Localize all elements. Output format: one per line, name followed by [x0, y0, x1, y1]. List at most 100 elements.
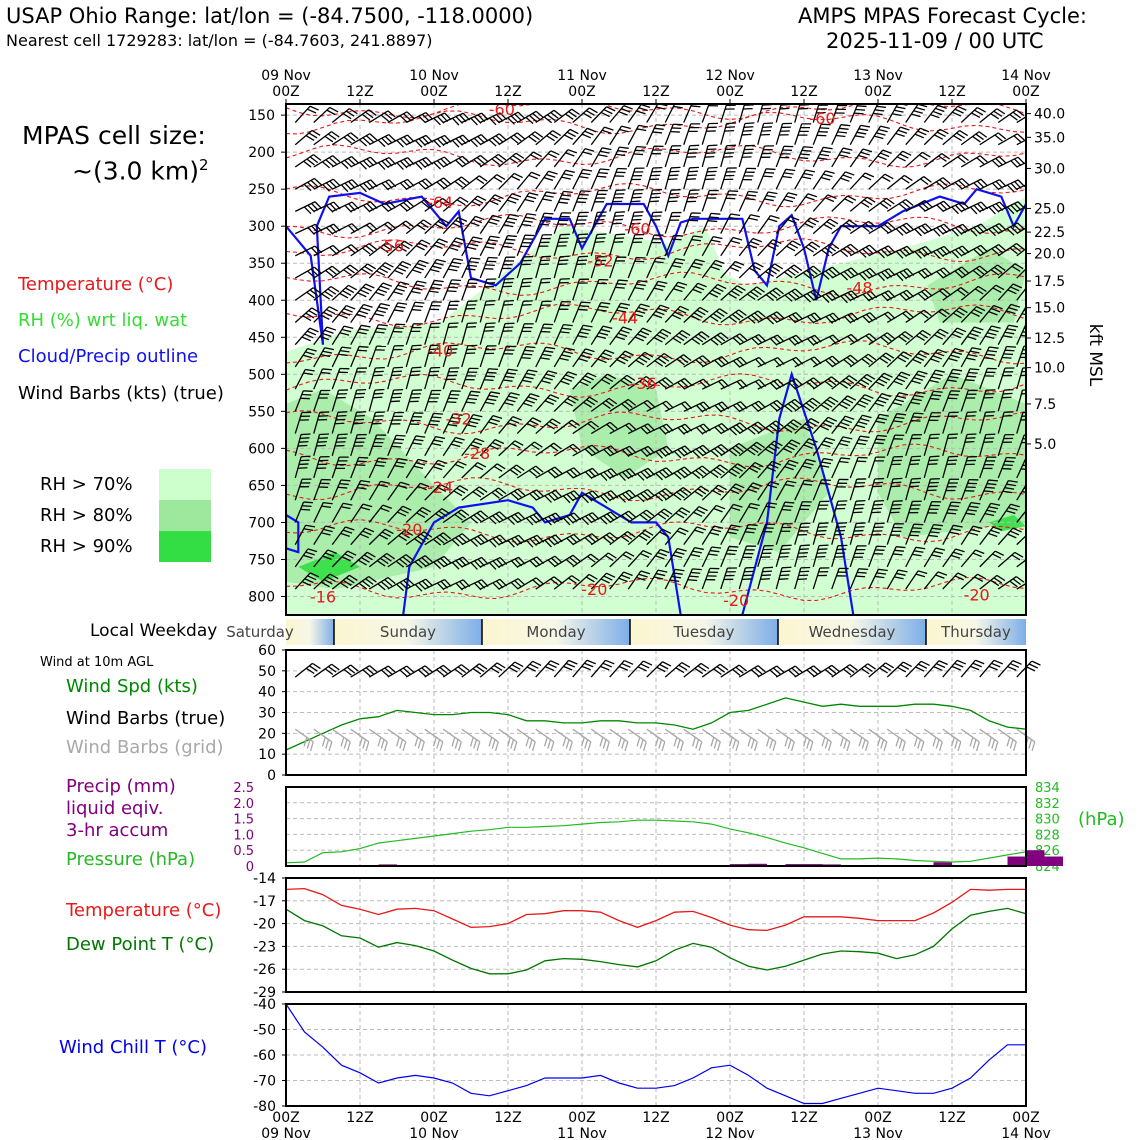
barb-flag	[412, 269, 422, 274]
wind-barb	[942, 154, 969, 168]
wind-barb	[590, 325, 613, 346]
barb-flag	[778, 578, 789, 580]
wind-barb	[923, 128, 949, 146]
barb-flag	[824, 380, 833, 388]
barb-flag	[1030, 265, 1038, 269]
barb-flag	[790, 216, 800, 221]
barb-flag	[617, 332, 628, 337]
barb-flag	[314, 177, 322, 186]
barb-flag	[875, 420, 886, 424]
isotherm-label: -32	[446, 410, 472, 429]
barb-flag	[1030, 505, 1039, 508]
barb-flag	[620, 329, 630, 334]
barb-flag	[341, 346, 352, 349]
barb-flag	[511, 664, 521, 670]
barb-flag	[877, 417, 888, 421]
barb-flag	[492, 441, 502, 447]
barb-flag	[1022, 331, 1026, 333]
barb-flag	[857, 421, 868, 425]
barb-flag	[469, 737, 474, 747]
barb-flag	[437, 220, 447, 227]
barb-flag	[782, 447, 793, 454]
barb-flag	[894, 416, 905, 420]
barb-flag	[1037, 180, 1044, 187]
wind-barb	[350, 243, 377, 257]
wind-barb	[757, 122, 774, 145]
barb-flag	[815, 533, 826, 536]
barb-flag	[735, 311, 744, 319]
barb-flag	[659, 427, 667, 435]
barb-flag	[587, 741, 592, 752]
barb-flag	[921, 225, 930, 233]
wind-barb	[886, 198, 914, 212]
barb-flag	[547, 493, 556, 502]
barb-flag	[933, 334, 944, 340]
wind10-ytick-label: 10	[258, 747, 276, 763]
barb-flag	[413, 465, 424, 469]
barb-flag	[892, 553, 903, 556]
barb-flag	[820, 404, 830, 411]
wind-barb	[664, 487, 692, 501]
barb-flag	[984, 414, 994, 417]
wind-barb	[757, 502, 778, 523]
wind-barb	[498, 440, 524, 457]
wind-barb	[498, 322, 515, 345]
barb-flag	[754, 335, 763, 344]
wind-barb	[683, 282, 707, 301]
wind10-barb-grid	[553, 728, 573, 752]
wind-barb	[997, 433, 1015, 456]
wind-barb	[498, 213, 520, 234]
barb-flag	[604, 126, 614, 131]
barb-flag	[326, 204, 334, 213]
barb-flag	[971, 329, 982, 334]
barb-flag	[867, 353, 877, 361]
wind-barb	[368, 457, 388, 479]
barb-flag	[384, 262, 394, 268]
barb-flag	[421, 201, 430, 209]
barb-flag	[711, 289, 721, 295]
barb-flag	[544, 212, 554, 215]
wind-barb	[849, 478, 867, 501]
barb-flag	[347, 246, 356, 254]
wind-barb	[294, 478, 312, 501]
barb-shaft	[1016, 483, 1026, 501]
isotherm-label: -36	[631, 374, 657, 393]
barb-flag	[325, 739, 330, 749]
wind-barb	[516, 489, 544, 501]
barb-flag	[380, 114, 389, 122]
barb-flag	[432, 466, 443, 471]
barb-flag	[787, 219, 797, 224]
barb-flag	[543, 177, 554, 182]
barb-flag	[415, 245, 425, 251]
barb-flag	[594, 241, 605, 243]
barb-flag	[467, 397, 478, 401]
barb-flag	[719, 308, 728, 315]
barb-flag	[879, 396, 889, 401]
wind-barb	[905, 412, 924, 434]
barb-flag	[994, 134, 1003, 142]
barb-flag	[525, 116, 534, 125]
wind-barb	[849, 414, 872, 434]
barb-flag	[864, 172, 875, 178]
barb-flag	[954, 330, 964, 336]
barb-flag	[950, 354, 960, 359]
wind-barb	[794, 193, 818, 212]
wind-barb	[831, 354, 859, 368]
pressure-tick-label: 500	[248, 367, 275, 383]
barb-flag	[846, 356, 855, 364]
wind-barb	[812, 416, 838, 434]
barb-flag	[472, 218, 483, 224]
barb-flag	[848, 375, 858, 382]
barb-flag	[839, 460, 849, 464]
wind-barb	[461, 112, 489, 126]
barb-flag	[616, 283, 627, 286]
wind-barb	[442, 322, 459, 345]
barb-flag	[654, 360, 664, 367]
barb-flag	[476, 512, 485, 520]
wind-barb	[738, 214, 760, 234]
wind-barb	[609, 302, 631, 323]
barb-flag	[825, 293, 834, 302]
barb-flag	[329, 246, 337, 255]
wind-barb	[868, 332, 896, 346]
barb-flag	[403, 113, 411, 121]
